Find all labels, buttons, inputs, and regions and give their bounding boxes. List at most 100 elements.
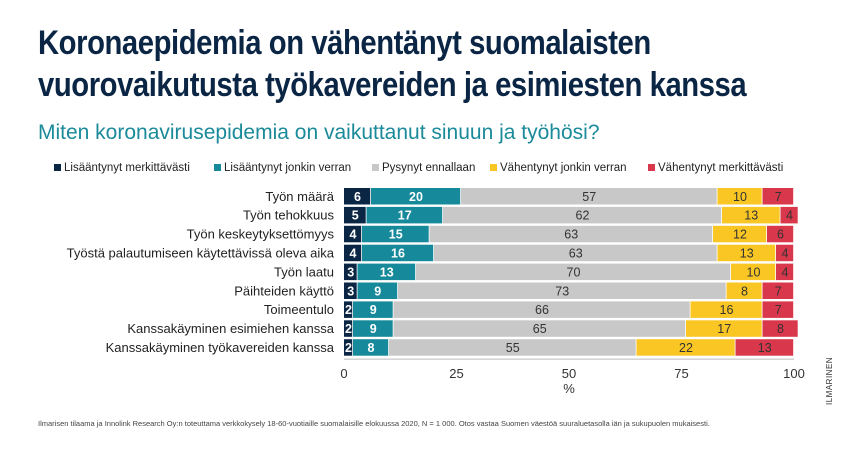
chart-title: Koronaepidemia on vähentänyt suomalaiste… — [38, 22, 747, 106]
bar-segment-8-3 — [636, 339, 735, 356]
category-label-4: Työn laatu — [274, 264, 334, 279]
data-label-8-4: 13 — [758, 341, 772, 355]
data-label-0-3: 10 — [733, 190, 747, 204]
data-label-1-0: 5 — [352, 209, 359, 223]
bar-segment-7-4 — [762, 320, 798, 337]
data-label-3-1: 16 — [391, 246, 405, 260]
bar-segment-0-3 — [717, 188, 762, 205]
category-label-6: Toimeentulo — [264, 302, 334, 317]
data-label-8-0: 2 — [345, 341, 352, 355]
data-label-5-1: 9 — [374, 284, 381, 298]
data-label-6-4: 7 — [775, 303, 782, 317]
bar-segment-0-4 — [762, 188, 794, 205]
data-label-0-4: 7 — [775, 190, 782, 204]
category-label-0: Työn määrä — [265, 189, 334, 204]
data-label-1-3: 13 — [744, 209, 758, 223]
bar-segment-3-3 — [717, 244, 776, 262]
bar-segment-8-2 — [389, 339, 636, 356]
bar-segment-6-0 — [344, 301, 353, 318]
data-label-5-0: 3 — [347, 284, 354, 298]
data-label-2-3: 12 — [733, 228, 747, 242]
bar-segment-2-4 — [767, 225, 794, 243]
data-label-1-2: 62 — [576, 209, 590, 223]
data-label-5-4: 7 — [775, 284, 782, 298]
data-label-1-4: 4 — [786, 209, 793, 223]
bar-segment-2-0 — [344, 225, 362, 243]
bar-segment-3-1 — [362, 244, 434, 262]
bar-segment-8-0 — [344, 339, 353, 356]
bar-segment-6-2 — [393, 301, 690, 318]
bar-segment-4-3 — [731, 263, 776, 281]
data-label-3-2: 63 — [569, 246, 583, 260]
x-tick-label-4: 100 — [783, 366, 805, 381]
data-label-6-3: 16 — [720, 303, 734, 317]
bar-segment-6-4 — [762, 301, 794, 318]
bar-segment-5-0 — [344, 282, 357, 299]
data-label-6-2: 66 — [535, 303, 549, 317]
category-label-3: Työstä palautumiseen käytettävissä oleva… — [67, 245, 335, 260]
data-label-7-2: 65 — [533, 322, 547, 336]
bar-segment-1-2 — [443, 206, 722, 224]
data-label-2-4: 6 — [777, 228, 784, 242]
category-label-1: Työn tehokkuus — [243, 208, 335, 223]
data-label-3-4: 4 — [782, 246, 789, 260]
bar-segment-6-3 — [690, 301, 762, 318]
data-label-7-4: 8 — [777, 322, 784, 336]
x-tick-label-3: 75 — [674, 366, 688, 381]
data-label-2-1: 15 — [389, 228, 403, 242]
data-label-1-1: 17 — [398, 209, 412, 223]
data-label-2-2: 63 — [564, 228, 578, 242]
category-label-8: Kanssakäyminen työkavereiden kanssa — [106, 340, 335, 355]
data-label-7-1: 9 — [370, 322, 377, 336]
legend-swatch-2 — [372, 164, 379, 171]
bar-segment-4-4 — [776, 263, 794, 281]
x-tick-label-2: 50 — [562, 366, 576, 381]
legend-label-3: Vähentynyt jonkin verran — [500, 162, 627, 174]
bar-segment-1-4 — [780, 206, 798, 224]
legend-swatch-4 — [648, 164, 655, 171]
x-tick-label-0: 0 — [340, 366, 347, 381]
legend-label-2: Pysynyt ennallaan — [382, 162, 475, 174]
data-label-0-0: 6 — [354, 190, 361, 204]
data-label-8-3: 22 — [679, 341, 693, 355]
data-label-3-0: 4 — [350, 246, 357, 260]
bar-segment-7-2 — [393, 320, 686, 337]
category-label-2: Työn keskeytyksettömyys — [187, 227, 335, 242]
category-label-5: Päihteiden käyttö — [234, 283, 334, 298]
data-label-8-2: 55 — [506, 341, 520, 355]
bar-segment-0-1 — [371, 188, 461, 205]
bar-segment-1-0 — [344, 206, 366, 224]
data-label-5-3: 8 — [741, 284, 748, 298]
category-label-7: Kanssakäyminen esimiehen kanssa — [127, 321, 334, 336]
bar-segment-5-3 — [726, 282, 762, 299]
bar-segment-4-2 — [416, 263, 731, 281]
legend-swatch-0 — [54, 164, 61, 171]
data-label-7-0: 2 — [345, 322, 352, 336]
data-label-4-2: 70 — [567, 265, 581, 279]
data-label-6-0: 2 — [345, 303, 352, 317]
title-line-2: vuorovaikutusta työkavereiden ja esimies… — [38, 66, 747, 104]
brand-watermark: ILMARINEN — [825, 356, 834, 405]
bar-segment-8-4 — [735, 339, 794, 356]
legend-label-1: Lisääntynyt jonkin verran — [224, 162, 351, 174]
data-label-3-3: 13 — [740, 246, 754, 260]
data-label-4-0: 3 — [347, 265, 354, 279]
data-label-4-4: 4 — [782, 265, 789, 279]
data-label-5-2: 73 — [555, 284, 569, 298]
data-label-8-1: 8 — [368, 341, 375, 355]
bar-segment-1-1 — [366, 206, 443, 224]
bar-segment-1-3 — [722, 206, 780, 224]
legend-swatch-1 — [214, 164, 221, 171]
bar-segment-6-1 — [353, 301, 393, 318]
footnote: Ilmarisen tilaama ja Innolink Research O… — [38, 419, 710, 428]
bar-segment-7-3 — [686, 320, 762, 337]
bar-segment-5-1 — [357, 282, 398, 299]
bar-segment-7-0 — [344, 320, 353, 337]
data-label-4-1: 13 — [380, 265, 394, 279]
x-axis-title: % — [563, 381, 575, 396]
x-tick-label-1: 25 — [449, 366, 463, 381]
chart-subtitle: Miten koronavirusepidemia on vaikuttanut… — [38, 121, 600, 144]
bar-segment-2-3 — [713, 225, 767, 243]
bar-segment-5-4 — [762, 282, 794, 299]
